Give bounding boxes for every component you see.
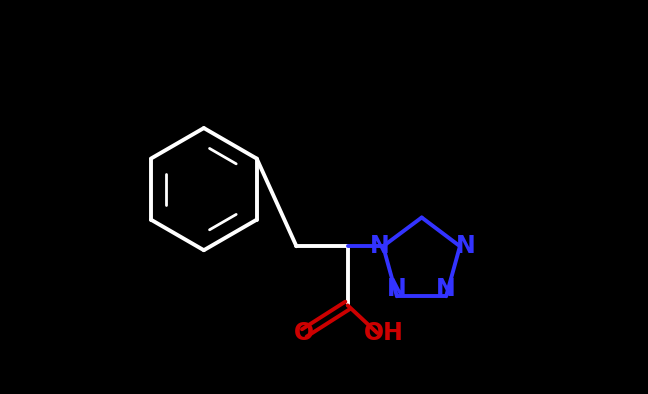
Text: N: N bbox=[436, 277, 456, 301]
Text: N: N bbox=[387, 277, 407, 301]
Text: OH: OH bbox=[364, 321, 404, 345]
Text: N: N bbox=[456, 234, 476, 258]
Text: N: N bbox=[370, 234, 390, 258]
Text: O: O bbox=[294, 321, 314, 345]
